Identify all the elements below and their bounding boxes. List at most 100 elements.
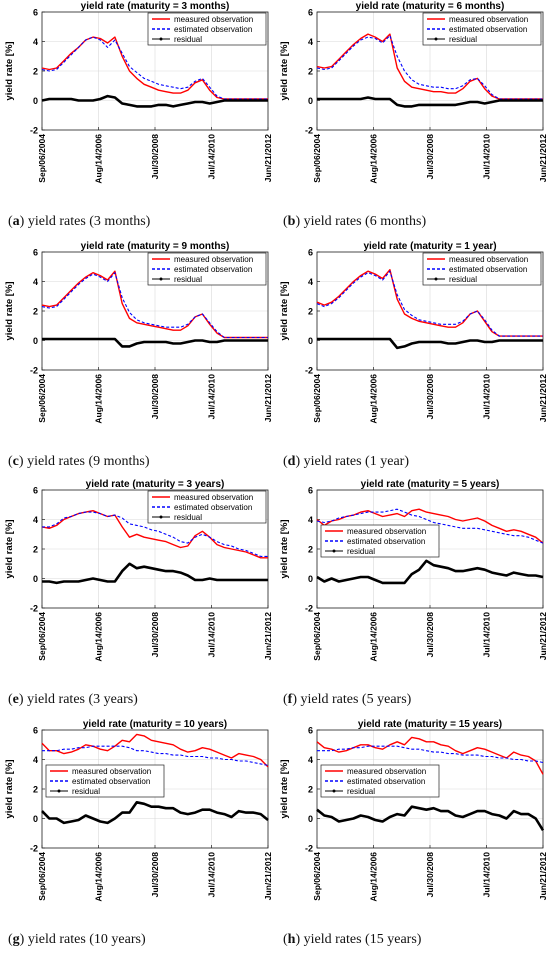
y-axis-label: yield rate [%]: [279, 281, 290, 340]
chart-panel-b: yield rate (maturity = 6 months) yield ra…: [275, 0, 550, 240]
series-line-estimated: [316, 35, 543, 100]
legend-marker: [434, 277, 438, 281]
series-line-residual: [316, 559, 544, 585]
series-line-residual: [41, 94, 268, 108]
x-tick-label: Jun/21/2012: [538, 852, 548, 900]
y-tick-label: 0: [308, 814, 313, 824]
y-tick-label: 4: [33, 755, 38, 765]
y-axis-label: yield rate [%]: [4, 519, 15, 578]
panel-letter: d: [287, 454, 296, 469]
chart-title: yield rate (maturity = 10 years): [83, 719, 227, 730]
panel-letter: a: [12, 214, 20, 229]
x-tick-label: Jun/21/2012: [263, 134, 273, 182]
y-tick-label: 6: [308, 486, 313, 496]
x-tick-label: Jul/30/2008: [425, 852, 435, 898]
x-tick-label: Jul/30/2008: [425, 134, 435, 180]
panel-letter: h: [287, 932, 296, 947]
x-tick-label: Jul/30/2008: [150, 852, 160, 898]
series-line-measured: [316, 269, 543, 337]
legend-label: residual: [347, 787, 375, 796]
y-tick-label: 0: [308, 96, 313, 106]
y-tick-label: 0: [308, 574, 313, 584]
panel-letter: e: [12, 692, 19, 707]
y-axis-label: yield rate [%]: [4, 759, 15, 818]
legend-label: residual: [174, 275, 202, 284]
series-line-residual: [317, 337, 543, 350]
x-tick-label: Jun/21/2012: [538, 374, 548, 422]
y-tick-label: -2: [305, 126, 313, 136]
legend-label: residual: [449, 35, 477, 44]
y-tick-label: -2: [30, 366, 38, 376]
chart-svg: yield rate (maturity = 3 years) yield rat…: [4, 479, 273, 662]
legend-label: measured observation: [174, 15, 253, 24]
y-tick-label: 6: [308, 8, 313, 18]
y-tick-label: 4: [308, 755, 313, 765]
x-tick-label: Jul/30/2008: [150, 374, 160, 420]
y-tick-label: -2: [305, 604, 313, 614]
panel-letter: g: [12, 932, 20, 947]
y-tick-label: 4: [33, 277, 38, 287]
y-tick-label: 4: [33, 515, 38, 525]
x-tick-label: Aug/14/2006: [369, 134, 379, 184]
series-line-estimated: [316, 508, 544, 544]
x-tick-label: Jul/30/2008: [150, 612, 160, 658]
series-line-estimated: [41, 36, 268, 100]
chart-panel-g: yield rate (maturity = 10 years) yield ra…: [0, 718, 275, 958]
chart-panel-e: yield rate (maturity = 3 years) yield rat…: [0, 478, 275, 718]
series-line-residual: [317, 96, 543, 108]
y-tick-label: 4: [308, 277, 313, 287]
legend-label: estimated observation: [347, 537, 425, 546]
y-tick-label: 6: [33, 726, 38, 736]
x-tick-label: Aug/14/2006: [94, 134, 104, 184]
chart-svg: yield rate (maturity = 5 years) yield rat…: [279, 479, 548, 662]
legend-label: estimated observation: [174, 503, 252, 512]
panel-caption-text: yield rates (15 years): [303, 932, 422, 947]
legend-label: estimated observation: [449, 265, 527, 274]
legend-label: residual: [174, 35, 202, 44]
x-tick-label: Jun/21/2012: [538, 612, 548, 660]
legend-label: estimated observation: [174, 265, 252, 274]
y-axis-label: yield rate [%]: [4, 281, 15, 340]
legend-label: estimated observation: [347, 777, 425, 786]
legend-label: measured observation: [174, 255, 253, 264]
x-tick-label: Sep/06/2004: [37, 134, 47, 183]
legend-label: residual: [449, 275, 477, 284]
y-tick-label: -2: [305, 844, 313, 854]
chart-svg: yield rate (maturity = 3 months) yield ra…: [4, 1, 273, 184]
series-line-measured: [41, 733, 269, 768]
legend-label: measured observation: [174, 493, 253, 502]
legend-marker: [159, 515, 163, 519]
legend-marker: [332, 549, 336, 553]
chart-title: yield rate (maturity = 3 months): [81, 1, 230, 12]
y-tick-label: 2: [33, 545, 38, 555]
series-line-residual: [41, 801, 269, 825]
y-tick-label: 2: [308, 67, 313, 77]
y-tick-label: 2: [33, 67, 38, 77]
y-tick-label: -2: [305, 366, 313, 376]
panel-caption: (h) yield rates (15 years): [283, 932, 422, 947]
x-tick-label: Jun/21/2012: [263, 852, 273, 900]
panel-letter: c: [12, 454, 19, 469]
y-tick-label: 6: [308, 248, 313, 258]
legend-label: measured observation: [449, 255, 528, 264]
y-axis-label: yield rate [%]: [4, 41, 15, 100]
x-tick-label: Sep/06/2004: [37, 852, 47, 901]
panel-caption-text: yield rates (1 year): [303, 454, 409, 469]
chart-svg: yield rate (maturity = 9 months) yield ra…: [4, 241, 273, 424]
x-tick-label: Jul/14/2010: [482, 852, 492, 898]
panel-caption-text: yield rates (3 years): [27, 692, 138, 707]
x-tick-label: Jul/30/2008: [425, 374, 435, 420]
panel-letter: b: [287, 214, 296, 229]
x-tick-label: Jul/14/2010: [207, 374, 217, 420]
x-tick-label: Jul/30/2008: [425, 612, 435, 658]
y-tick-label: -2: [30, 126, 38, 136]
chart-title: yield rate (maturity = 1 year): [363, 241, 496, 252]
x-tick-label: Sep/06/2004: [312, 612, 322, 661]
x-tick-label: Sep/06/2004: [312, 374, 322, 423]
legend-label: measured observation: [449, 15, 528, 24]
x-tick-label: Jul/14/2010: [207, 612, 217, 658]
